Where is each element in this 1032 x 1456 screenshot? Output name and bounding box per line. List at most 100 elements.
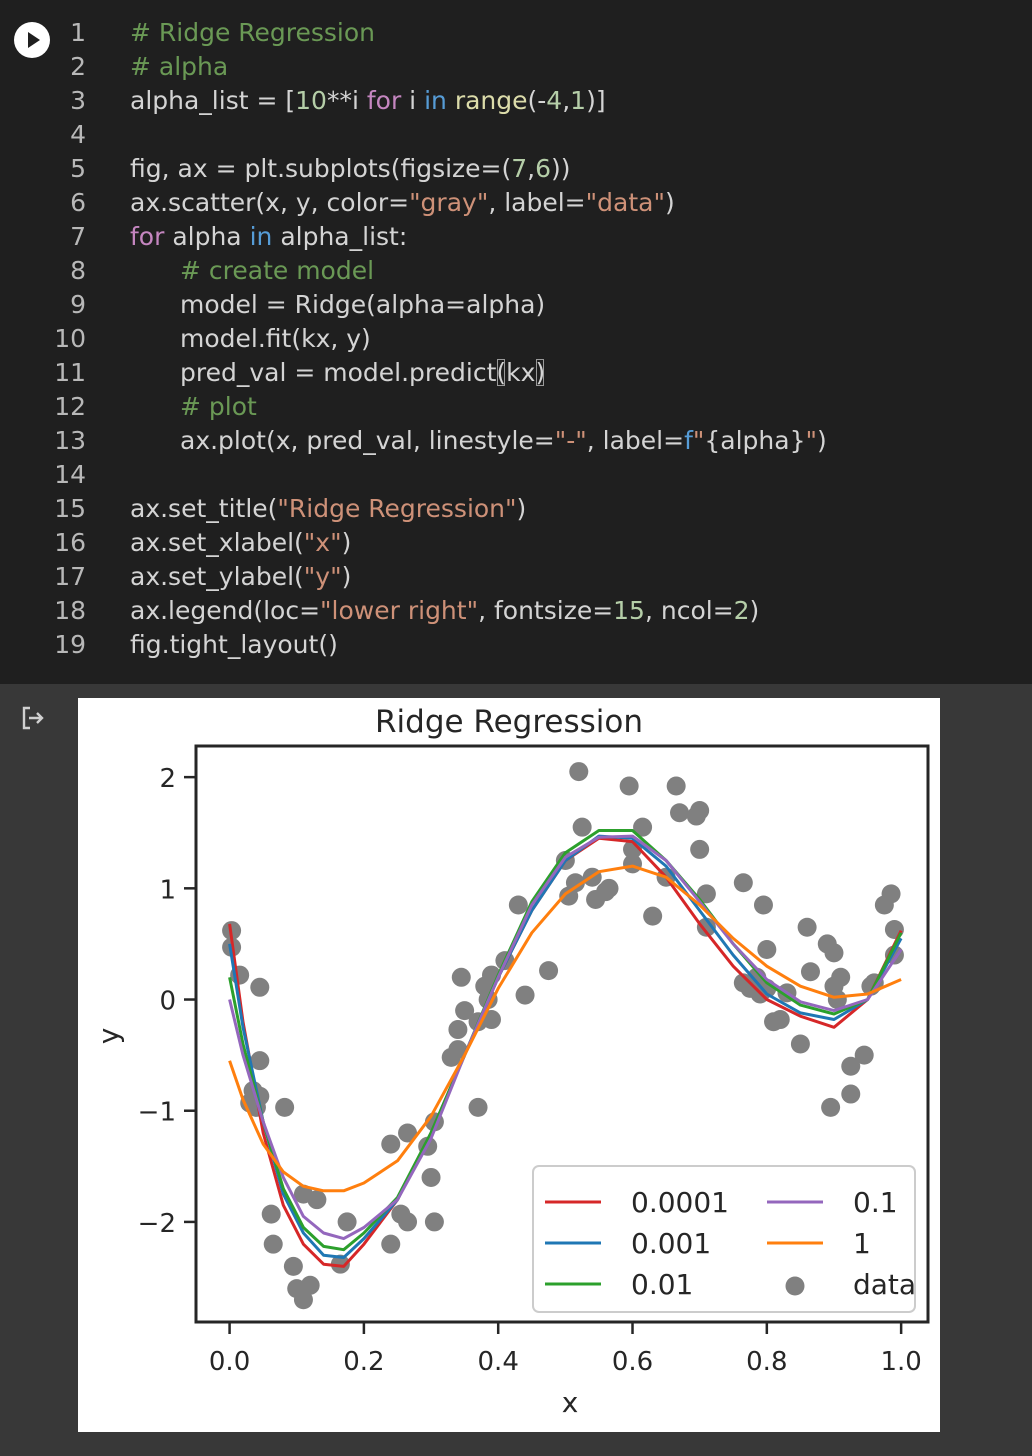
code-text: ax.scatter(x, y, color="gray", label="da… xyxy=(130,186,675,220)
data-point xyxy=(757,939,777,959)
code-line[interactable]: 1 # Ridge Regression xyxy=(0,16,1000,50)
data-point xyxy=(283,1256,303,1276)
run-cell-button[interactable] xyxy=(14,22,50,58)
code-token: 15 xyxy=(613,596,645,625)
code-text: # create model xyxy=(130,254,374,288)
code-text: model.fit(kx, y) xyxy=(130,322,371,356)
legend-label: data xyxy=(853,1268,916,1301)
data-point xyxy=(250,977,270,997)
code-line[interactable]: 11 pred_val = model.predict(kx) xyxy=(0,356,1000,390)
code-token: in xyxy=(249,222,273,251)
code-token: ax.scatter(x, y, color= xyxy=(130,188,410,217)
series-line xyxy=(228,834,903,1241)
code-line[interactable]: 14 xyxy=(0,458,1000,492)
code-token: range xyxy=(454,86,528,115)
code-token: # alpha xyxy=(130,52,229,81)
x-tick-label: 0.4 xyxy=(478,1347,519,1377)
data-point xyxy=(539,961,559,981)
code-text: ax.set_title("Ridge Regression") xyxy=(130,492,526,526)
data-point xyxy=(381,1134,401,1154)
line-number: 13 xyxy=(54,426,86,455)
code-token: kx xyxy=(506,358,536,387)
y-tick-label: 1 xyxy=(159,875,176,905)
code-line[interactable]: 19 fig.tight_layout() xyxy=(0,628,1000,662)
data-point xyxy=(670,803,690,823)
code-token: ) xyxy=(664,188,675,217)
data-point xyxy=(753,895,773,915)
code-line[interactable]: 2 # alpha xyxy=(0,50,1000,84)
legend-label: 0.001 xyxy=(631,1227,711,1260)
code-line[interactable]: 7 for alpha in alpha_list: xyxy=(0,220,1000,254)
code-token: ( xyxy=(496,358,507,387)
line-number: 19 xyxy=(54,630,86,659)
code-cell[interactable]: 1 # Ridge Regression 2 # alpha 3 alpha_list =… xyxy=(0,0,1032,684)
data-point xyxy=(841,1056,861,1076)
data-point xyxy=(455,1001,475,1021)
data-point xyxy=(696,917,716,937)
code-line[interactable]: 16 ax.set_xlabel("x") xyxy=(0,526,1000,560)
code-token: , fontsize= xyxy=(478,596,614,625)
code-line[interactable]: 3 alpha_list = [10**i for i in range(-4,1… xyxy=(0,84,1000,118)
legend-label: 0.0001 xyxy=(631,1186,729,1219)
code-line[interactable]: 12 # plot xyxy=(0,390,1000,424)
line-number: 16 xyxy=(54,528,86,557)
y-tick-label: 2 xyxy=(159,764,176,794)
series-line xyxy=(228,864,902,1193)
x-axis-label: x xyxy=(562,1386,579,1419)
line-number: 10 xyxy=(54,324,86,353)
data-point xyxy=(824,943,844,963)
legend-swatch xyxy=(785,1276,805,1296)
data-point xyxy=(565,873,585,893)
code-token: )) xyxy=(551,154,571,183)
data-point xyxy=(381,1234,401,1254)
data-point xyxy=(827,990,847,1010)
data-point xyxy=(337,1212,357,1232)
code-line[interactable]: 5 fig, ax = plt.subplots(figsize=(7,6)) xyxy=(0,152,1000,186)
code-token: "gray" xyxy=(409,188,489,217)
data-point xyxy=(696,884,716,904)
code-line[interactable]: 15 ax.set_title("Ridge Regression") xyxy=(0,492,1000,526)
code-line[interactable]: 13 ax.plot(x, pred_val, linestyle="-", la… xyxy=(0,424,1000,458)
code-text: ax.set_ylabel("y") xyxy=(130,560,351,594)
line-number: 7 xyxy=(70,222,86,251)
data-point xyxy=(881,884,901,904)
data-point xyxy=(619,776,639,796)
code-text: # plot xyxy=(130,390,257,424)
data-point xyxy=(261,1204,281,1224)
data-point xyxy=(275,1097,295,1117)
y-tick-label: −1 xyxy=(138,1098,176,1128)
y-tick-label: −2 xyxy=(138,1209,176,1239)
code-token: , ncol= xyxy=(644,596,734,625)
code-line[interactable]: 17 ax.set_ylabel("y") xyxy=(0,560,1000,594)
code-line[interactable]: 18 ax.legend(loc="lower right", fontsize=… xyxy=(0,594,1000,628)
code-line[interactable]: 8 # create model xyxy=(0,254,1000,288)
data-point xyxy=(424,1212,444,1232)
code-line[interactable]: 6 ax.scatter(x, y, color="gray", label="d… xyxy=(0,186,1000,220)
code-line[interactable]: 4 xyxy=(0,118,1000,152)
x-tick-label: 1.0 xyxy=(880,1347,921,1377)
code-token: # Ridge Regression xyxy=(130,18,376,47)
code-token: alpha xyxy=(164,222,250,251)
code-token: ) xyxy=(341,562,352,591)
data-point xyxy=(451,967,471,987)
line-number: 9 xyxy=(70,290,86,319)
code-token: i xyxy=(401,86,425,115)
code-token: ax.set_title( xyxy=(130,494,278,523)
data-point xyxy=(448,1040,468,1060)
output-arrow-icon[interactable] xyxy=(20,704,48,732)
line-number: 12 xyxy=(54,392,86,421)
line-number: 5 xyxy=(70,154,86,183)
code-token: 4 xyxy=(546,86,563,115)
code-token: {alpha} xyxy=(704,426,806,455)
code-token: in xyxy=(424,86,447,115)
data-point xyxy=(572,817,592,837)
code-editor[interactable]: 1 # Ridge Regression 2 # alpha 3 alpha_list =… xyxy=(0,16,1000,662)
data-point xyxy=(250,1051,270,1071)
x-tick-label: 0.0 xyxy=(209,1347,250,1377)
code-line[interactable]: 10 model.fit(kx, y) xyxy=(0,322,1000,356)
code-token: , xyxy=(527,154,536,183)
y-axis-label: y xyxy=(92,1028,125,1045)
data-point xyxy=(300,1275,320,1295)
line-number: 3 xyxy=(70,86,86,115)
code-line[interactable]: 9 model = Ridge(alpha=alpha) xyxy=(0,288,1000,322)
